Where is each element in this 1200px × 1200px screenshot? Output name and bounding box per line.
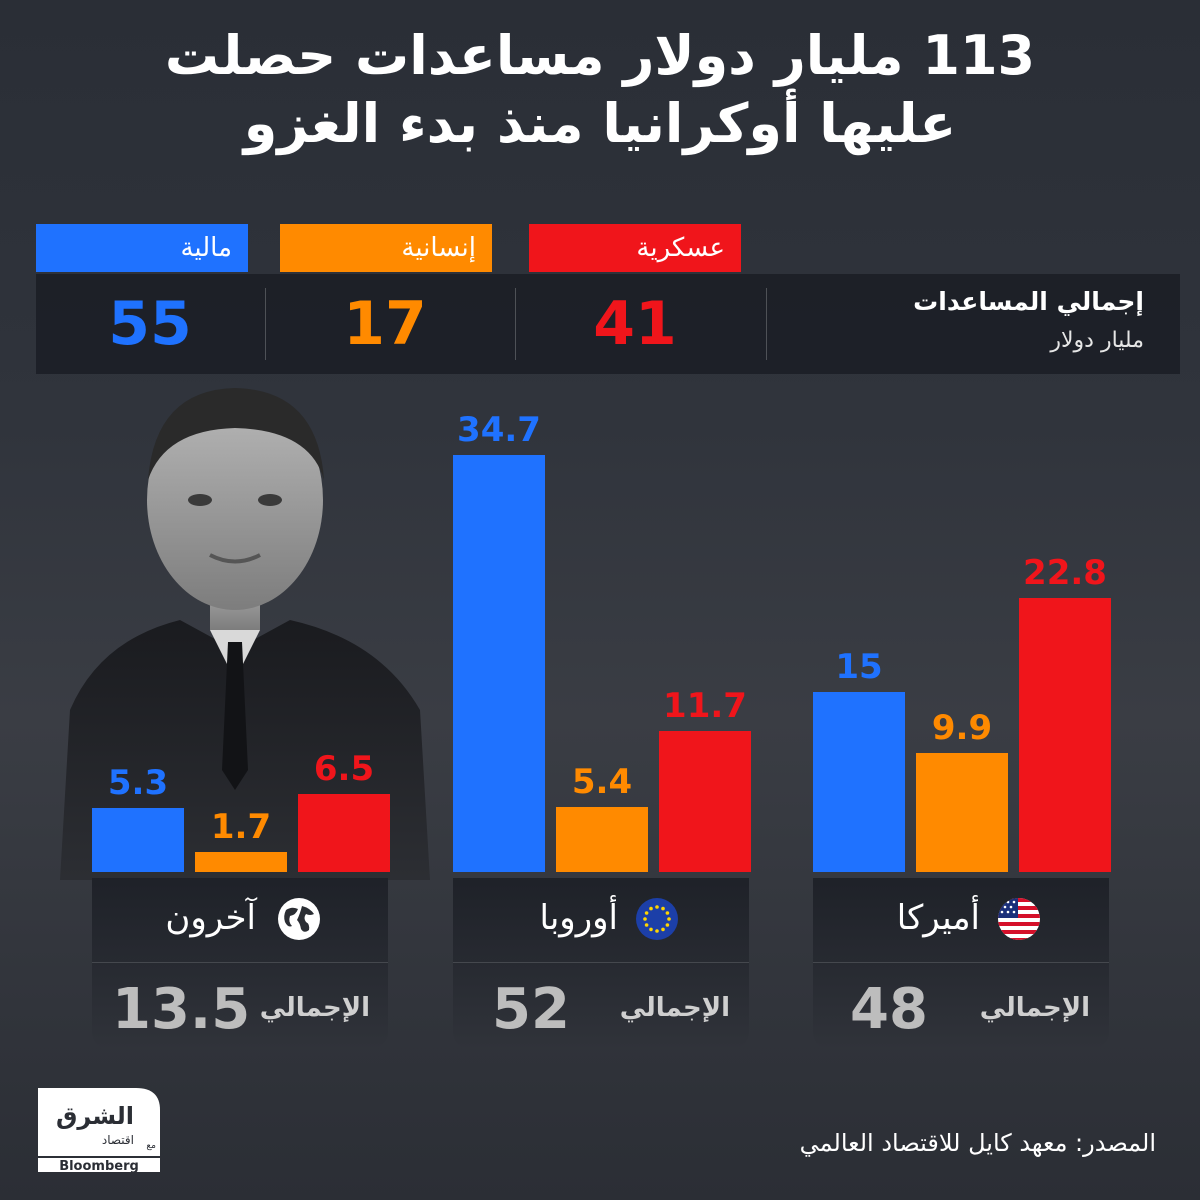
bar-europe-financial <box>453 455 545 872</box>
bar-usa-financial <box>813 691 905 872</box>
total-number-others: 13.5 <box>112 977 251 1042</box>
totals-unit: مليار دولار <box>1050 328 1144 353</box>
total-financial-value: 55 <box>108 289 192 359</box>
region-card-others <box>92 878 388 1050</box>
region-name-others: آخرون <box>165 898 256 938</box>
total-military-value: 41 <box>593 289 677 359</box>
total-humanitarian-value: 17 <box>343 289 427 359</box>
card-divider <box>453 962 749 963</box>
bar-label-others-humanitarian: 1.7 <box>210 806 272 847</box>
totals-divider <box>515 288 516 360</box>
total-number-europe: 52 <box>492 977 570 1042</box>
card-divider <box>813 962 1109 963</box>
total-number-usa: 48 <box>850 977 928 1042</box>
bar-label-europe-humanitarian: 5.4 <box>571 762 633 803</box>
logo-brand: الشرق <box>56 1102 134 1130</box>
legend-humanitarian: إنسانية <box>280 224 492 272</box>
legend-humanitarian-label: إنسانية <box>401 233 476 263</box>
region-card-europe <box>453 878 749 1050</box>
bar-label-usa-financial: 15 <box>835 646 883 687</box>
totals-divider <box>265 288 266 360</box>
legend-military-label: عسكرية <box>636 233 725 263</box>
total-word-usa: الإجمالي <box>979 993 1090 1023</box>
title-line-2: عليها أوكرانيا منذ بدء الغزو <box>243 92 957 155</box>
bar-label-usa-military: 22.8 <box>1023 553 1107 594</box>
region-card-usa <box>813 878 1109 1050</box>
bar-usa-humanitarian <box>916 753 1008 872</box>
logo-partner: Bloomberg <box>59 1159 139 1172</box>
totals-label: إجمالي المساعدات <box>913 287 1144 316</box>
logo-with: مع <box>146 1141 156 1151</box>
total-word-europe: الإجمالي <box>619 993 730 1023</box>
totals-divider <box>766 288 767 360</box>
source-note: المصدر: معهد كايل للاقتصاد العالمي <box>799 1129 1156 1157</box>
bar-label-usa-humanitarian: 9.9 <box>931 708 993 749</box>
bar-label-europe-military: 11.7 <box>663 686 747 727</box>
bar-label-others-military: 6.5 <box>313 748 375 789</box>
title-line-1: 113 مليار دولار مساعدات حصلت <box>164 24 1036 87</box>
legend-financial-label: مالية <box>180 233 232 263</box>
legend-financial: مالية <box>36 224 248 272</box>
logo-sub: اقتصاد <box>102 1133 134 1147</box>
us-flag-icon <box>998 898 1040 940</box>
bar-label-europe-financial: 34.7 <box>457 410 541 451</box>
legend-military: عسكرية <box>529 224 741 272</box>
card-divider <box>92 962 388 963</box>
page-title: 113 مليار دولار مساعدات حصلت عليها أوكرا… <box>0 22 1200 158</box>
bar-others-humanitarian <box>195 851 287 872</box>
bar-others-financial <box>92 808 184 872</box>
bar-europe-military <box>659 731 751 872</box>
bar-europe-humanitarian <box>556 807 648 872</box>
totals-strip <box>36 274 1180 374</box>
bar-others-military <box>298 793 390 872</box>
bar-label-others-financial: 5.3 <box>107 763 169 804</box>
eu-flag-icon <box>636 898 678 940</box>
bar-usa-military <box>1019 598 1111 872</box>
region-name-usa: أميركا <box>896 898 980 938</box>
asharq-bloomberg-logo: الشرق اقتصاد مع Bloomberg <box>38 1088 160 1172</box>
globe-icon <box>278 898 320 940</box>
region-name-europe: أوروبا <box>539 898 618 938</box>
total-word-others: الإجمالي <box>259 993 370 1023</box>
